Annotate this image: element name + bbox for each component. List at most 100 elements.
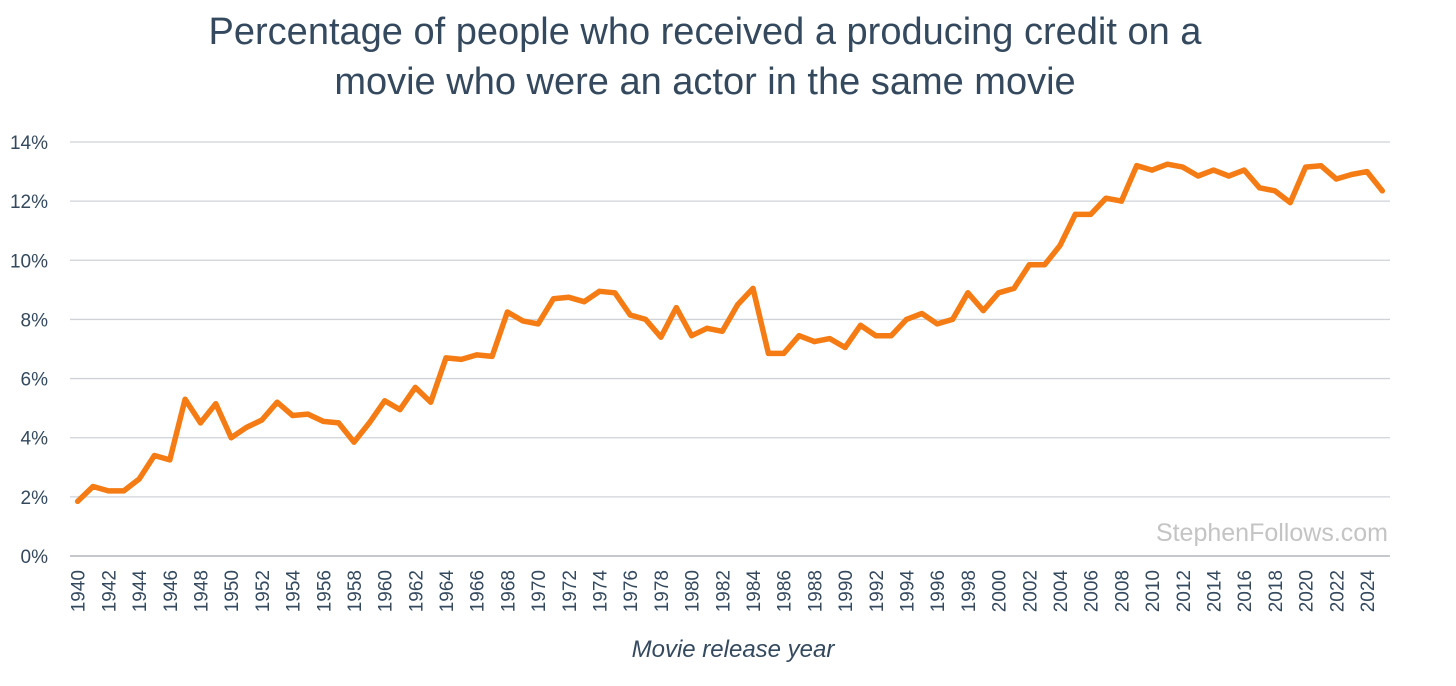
y-tick-label: 2% [21, 488, 49, 509]
watermark: StephenFollows.com [1156, 519, 1388, 547]
data-point [213, 401, 219, 407]
x-tick-label: 1966 [468, 570, 489, 612]
x-tick-label: 2010 [1143, 570, 1164, 612]
data-point [888, 333, 894, 339]
data-point [658, 334, 664, 340]
x-tick-label: 1952 [253, 570, 274, 612]
x-tick-label: 1954 [284, 570, 305, 613]
data-point [535, 321, 541, 327]
data-point [1303, 164, 1309, 170]
data-point [1333, 176, 1339, 182]
x-tick-label: 1964 [437, 570, 458, 613]
x-tick-label: 2008 [1112, 570, 1133, 612]
data-point [1226, 173, 1232, 179]
data-point [919, 310, 925, 317]
x-tick-label: 1992 [867, 570, 888, 612]
y-tick-label: 14% [10, 133, 48, 154]
data-point [151, 452, 157, 459]
data-point [1149, 167, 1155, 173]
data-point [1379, 188, 1385, 194]
x-tick-label: 1996 [928, 570, 949, 612]
data-point [397, 407, 403, 413]
data-point [1164, 161, 1170, 167]
data-point [781, 350, 787, 356]
data-point [136, 476, 142, 482]
x-tick-label: 1982 [713, 570, 734, 612]
data-point [290, 412, 296, 419]
data-point [980, 308, 986, 314]
data-point [934, 321, 940, 327]
data-point [643, 316, 649, 322]
x-tick-label: 1988 [805, 570, 826, 612]
series-layer [74, 161, 1386, 505]
x-tick-label: 2016 [1235, 570, 1256, 612]
data-point [965, 290, 971, 296]
data-point [1318, 163, 1324, 169]
data-point [1042, 262, 1048, 268]
x-tick-label: 1990 [836, 570, 857, 612]
x-tick-label: 1950 [222, 570, 243, 612]
chart-title: Percentage of people who received a prod… [209, 11, 1203, 103]
data-point [1272, 188, 1278, 194]
x-tick-label: 2002 [1020, 570, 1041, 612]
data-point [520, 318, 526, 324]
data-point [228, 435, 234, 441]
data-point [1349, 171, 1355, 178]
data-point [996, 290, 1002, 296]
data-point [1180, 164, 1186, 170]
data-point [903, 316, 910, 322]
data-point [121, 488, 127, 494]
data-point [704, 325, 710, 331]
x-tick-label: 1976 [621, 570, 642, 612]
data-point [1195, 173, 1201, 179]
data-point [796, 333, 802, 339]
data-point [612, 290, 618, 296]
data-point [1103, 195, 1109, 201]
x-tick-label: 1958 [345, 570, 366, 612]
data-point [827, 336, 833, 342]
x-tick-label: 1944 [130, 570, 151, 613]
y-tick-label: 12% [10, 192, 48, 213]
data-point [1134, 163, 1140, 169]
x-tick-label: 1994 [898, 570, 919, 613]
data-point [182, 396, 188, 402]
data-point [90, 483, 96, 490]
data-point [382, 398, 388, 404]
data-point [950, 316, 956, 322]
x-tick-label: 1946 [161, 570, 182, 612]
data-point [412, 384, 418, 390]
data-point [765, 350, 772, 356]
x-axis-title: Movie release year [632, 636, 836, 663]
data-point [1241, 167, 1247, 173]
data-point [550, 296, 557, 302]
data-point [857, 322, 864, 328]
data-point [1210, 167, 1217, 173]
data-point [811, 339, 818, 345]
data-point [243, 424, 250, 430]
y-axis-tick-labels: 0% 2% 4% 6% 8% 10% 12% 14% [10, 133, 48, 568]
data-point [366, 420, 372, 426]
data-point [1088, 211, 1094, 217]
data-point [167, 457, 173, 463]
x-tick-label: 1968 [498, 570, 519, 612]
data-point [1011, 285, 1017, 291]
x-tick-label: 2012 [1174, 570, 1195, 612]
data-point [489, 353, 495, 359]
x-tick-label: 2020 [1297, 570, 1318, 612]
data-point [596, 288, 603, 294]
data-point [105, 488, 111, 494]
data-point [627, 312, 633, 318]
y-tick-label: 10% [10, 251, 48, 272]
data-point [428, 399, 434, 405]
x-tick-label: 1998 [959, 570, 980, 612]
x-tick-label: 2006 [1082, 570, 1103, 612]
data-point [566, 294, 572, 300]
x-axis-tick-labels: 1940 1942 1944 1946 1948 1950 1952 1954 1956 1958… [69, 570, 1379, 613]
x-tick-label: 1940 [69, 570, 90, 612]
x-tick-label: 1978 [652, 570, 673, 612]
x-tick-label: 1956 [314, 570, 335, 612]
x-tick-label: 2000 [990, 570, 1011, 612]
data-point [581, 299, 587, 305]
y-tick-label: 6% [21, 370, 49, 391]
gridlines [70, 141, 1390, 557]
